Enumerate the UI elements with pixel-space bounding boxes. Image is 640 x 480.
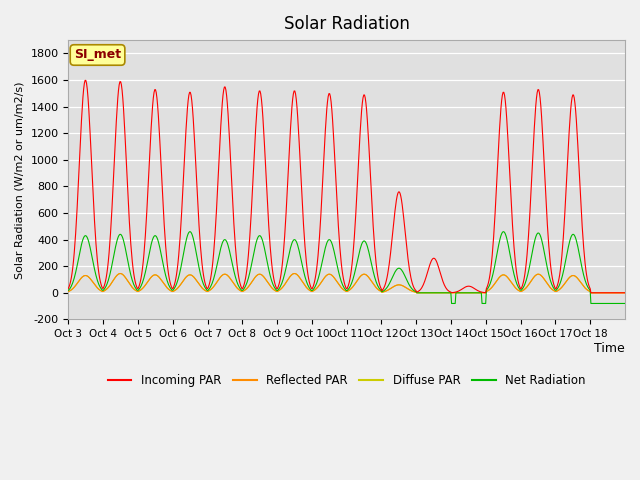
Y-axis label: Solar Radiation (W/m2 or um/m2/s): Solar Radiation (W/m2 or um/m2/s) [15, 81, 25, 278]
X-axis label: Time: Time [595, 342, 625, 355]
Legend: Incoming PAR, Reflected PAR, Diffuse PAR, Net Radiation: Incoming PAR, Reflected PAR, Diffuse PAR… [103, 369, 590, 392]
Title: Solar Radiation: Solar Radiation [284, 15, 410, 33]
Text: SI_met: SI_met [74, 48, 121, 61]
